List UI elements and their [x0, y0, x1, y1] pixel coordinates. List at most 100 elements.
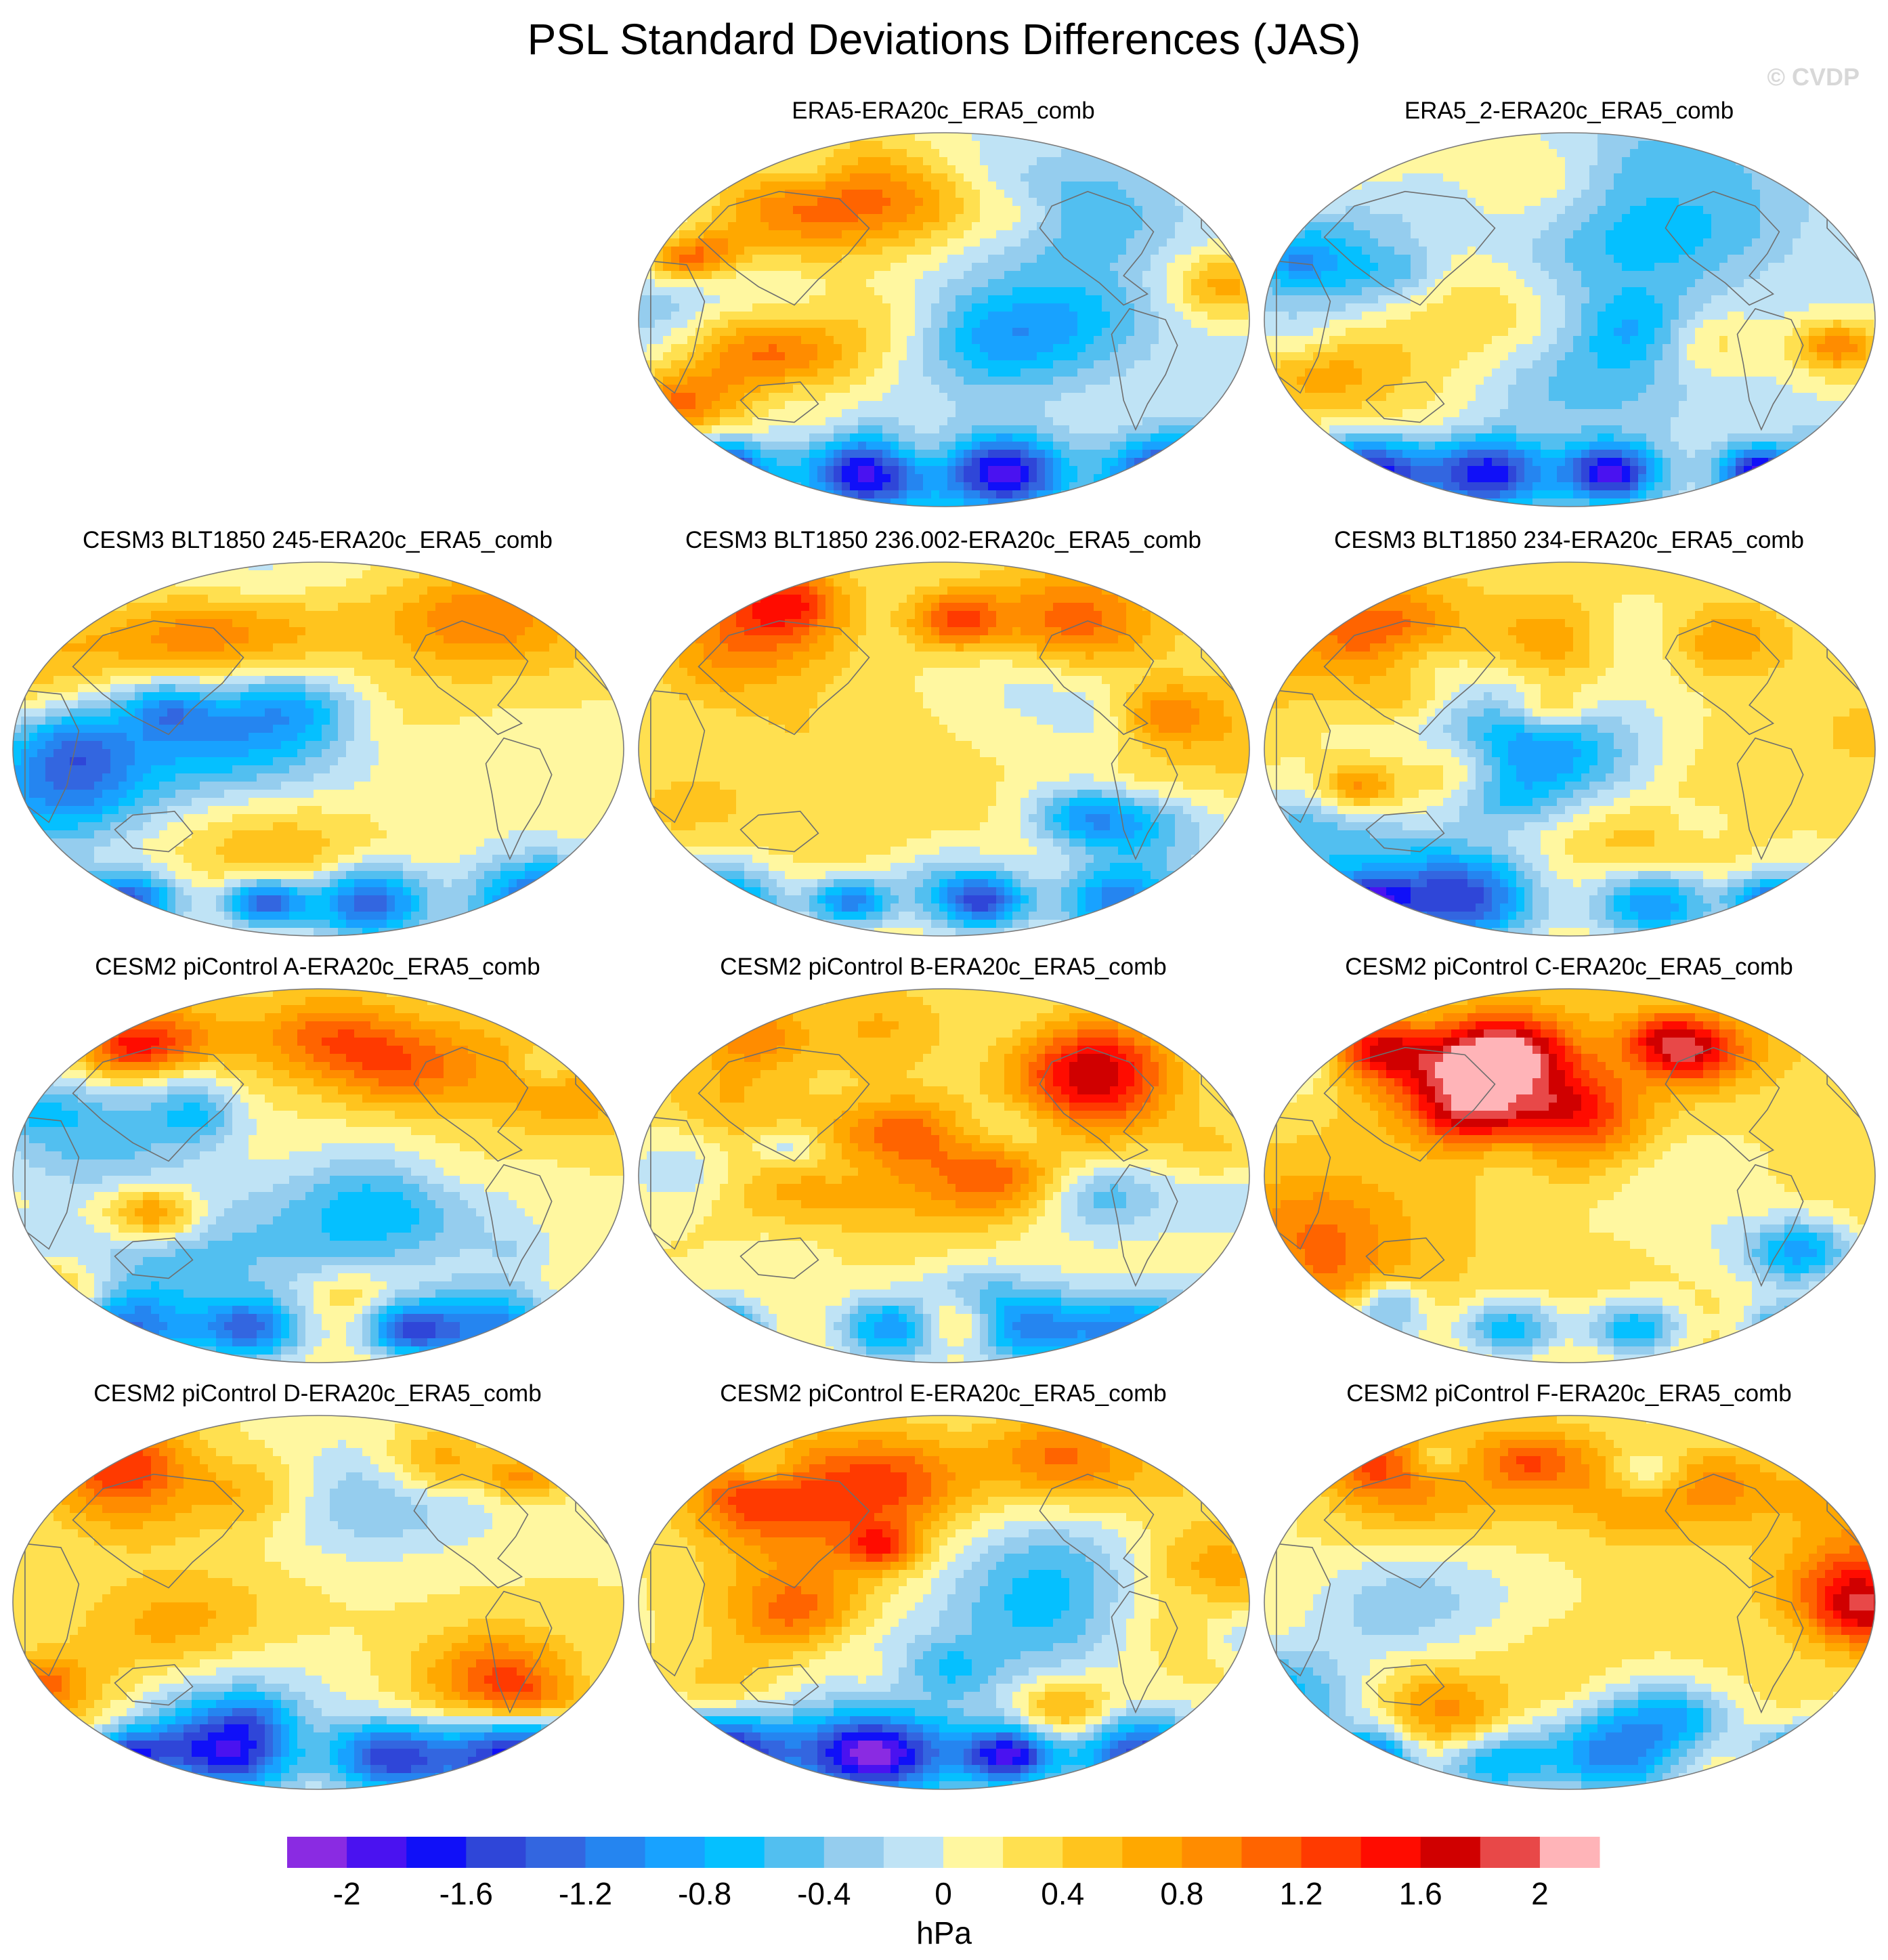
colorbar-swatch-16 — [1182, 1837, 1242, 1868]
panel-title-3: CESM3 BLT1850 245-ERA20c_ERA5_comb — [13, 526, 622, 555]
coastline-2 — [1665, 620, 1780, 736]
colorbar-tick-label: 1.6 — [1399, 1876, 1442, 1911]
map-panel-2 — [1264, 132, 1876, 507]
coastline-1 — [72, 1473, 244, 1589]
psl-field-7 — [639, 989, 1249, 1363]
psl-field-4 — [639, 562, 1249, 936]
map-panel-4 — [638, 561, 1250, 937]
colorbar-tick-label: 0.4 — [1041, 1876, 1084, 1911]
psl-field-11 — [1264, 1415, 1875, 1789]
map-border-5 — [1264, 561, 1876, 937]
coastline-4 — [739, 1237, 819, 1279]
colorbar-swatch-17 — [1241, 1837, 1302, 1868]
map-panel-3 — [12, 561, 624, 937]
coastline-2 — [1039, 190, 1155, 306]
coastline-1 — [698, 190, 870, 306]
panel-title-1: ERA5-ERA20c_ERA5_comb — [639, 96, 1248, 126]
colorbar-tick-label: -1.6 — [439, 1876, 493, 1911]
colorbar-unit: hPa — [0, 1914, 1888, 1952]
coastline-1 — [72, 620, 244, 736]
colorbar-tick-label: -0.4 — [797, 1876, 851, 1911]
coastline-1 — [1323, 190, 1496, 306]
colorbar-swatch-22 — [1539, 1837, 1600, 1868]
panel-title-9: CESM2 piControl D-ERA20c_ERA5_comb — [13, 1379, 622, 1409]
coastline-3 — [1111, 307, 1178, 431]
coastline-3 — [1736, 737, 1804, 861]
map-panel-9 — [12, 1415, 624, 1790]
map-border-4 — [638, 561, 1250, 937]
coastline-2 — [413, 1473, 529, 1589]
coastline-4 — [1365, 381, 1445, 423]
map-border-2 — [1264, 132, 1876, 507]
coastline-2 — [413, 620, 529, 736]
coastline-3 — [1111, 737, 1178, 861]
coastline-4 — [1365, 1664, 1445, 1706]
coastline-2 — [1665, 190, 1780, 306]
coastline-3 — [485, 1590, 553, 1714]
panel-title-4: CESM3 BLT1850 236.002-ERA20c_ERA5_comb — [639, 526, 1248, 555]
coastline-1 — [1323, 1046, 1496, 1162]
colorbar-swatch-20 — [1420, 1837, 1481, 1868]
coastline-4 — [114, 1237, 194, 1279]
psl-field-2 — [1264, 133, 1875, 507]
map-border-7 — [638, 988, 1250, 1363]
panel-title-7: CESM2 piControl B-ERA20c_ERA5_comb — [639, 952, 1248, 982]
colorbar-swatch-19 — [1360, 1837, 1421, 1868]
panel-title-10: CESM2 piControl E-ERA20c_ERA5_comb — [639, 1379, 1248, 1409]
colorbar-swatch-3 — [406, 1837, 467, 1868]
map-panel-1 — [638, 132, 1250, 507]
panel-title-8: CESM2 piControl C-ERA20c_ERA5_comb — [1264, 952, 1874, 982]
panel-title-5: CESM3 BLT1850 234-ERA20c_ERA5_comb — [1264, 526, 1874, 555]
cvdp-watermark: © CVDP — [1767, 62, 1860, 92]
map-panel-10 — [638, 1415, 1250, 1790]
map-border-11 — [1264, 1415, 1876, 1790]
coastline-4 — [114, 811, 194, 853]
psl-field-10 — [639, 1415, 1249, 1789]
colorbar-swatch-14 — [1063, 1837, 1123, 1868]
panel-title-11: CESM2 piControl F-ERA20c_ERA5_comb — [1264, 1379, 1874, 1409]
coastline-2 — [1039, 620, 1155, 736]
coastline-1 — [1323, 1473, 1496, 1589]
coastline-1 — [72, 1046, 244, 1162]
colorbar-swatch-2 — [347, 1837, 407, 1868]
colorbar-swatch-12 — [943, 1837, 1004, 1868]
colorbar-tick-label: 0 — [935, 1876, 952, 1911]
map-border-1 — [638, 132, 1250, 507]
map-panels — [12, 132, 1876, 1790]
coastline-3 — [1736, 1164, 1804, 1287]
coastline-2 — [1039, 1473, 1155, 1589]
coastline-3 — [485, 737, 553, 861]
psl-field-8 — [1264, 989, 1875, 1363]
coastline-1 — [698, 1046, 870, 1162]
colorbar-swatch-10 — [823, 1837, 884, 1868]
psl-field-6 — [13, 989, 624, 1363]
map-border-3 — [12, 561, 624, 937]
coastline-2 — [1665, 1046, 1780, 1162]
coastline-4 — [1365, 811, 1445, 853]
coastline-3 — [1736, 307, 1804, 431]
colorbar-swatch-6 — [585, 1837, 646, 1868]
coastline-4 — [739, 1664, 819, 1706]
coastline-4 — [114, 1664, 194, 1706]
colorbar-swatch-5 — [525, 1837, 586, 1868]
colorbar-swatch-7 — [645, 1837, 706, 1868]
panel-title-6: CESM2 piControl A-ERA20c_ERA5_comb — [13, 952, 622, 982]
coastline-3 — [1111, 1164, 1178, 1287]
psl-field-5 — [1264, 562, 1875, 936]
page-title: PSL Standard Deviations Differences (JAS… — [0, 12, 1888, 66]
map-panel-7 — [638, 988, 1250, 1363]
coastline-3 — [485, 1164, 553, 1287]
panel-title-2: ERA5_2-ERA20c_ERA5_comb — [1264, 96, 1874, 126]
coastline-2 — [1039, 1046, 1155, 1162]
map-border-10 — [638, 1415, 1250, 1790]
map-border-6 — [12, 988, 624, 1363]
colorbar-tick-label: -1.2 — [559, 1876, 612, 1911]
map-panel-8 — [1264, 988, 1876, 1363]
colorbar-swatch-13 — [1003, 1837, 1063, 1868]
coastline-1 — [1323, 620, 1496, 736]
map-panel-11 — [1264, 1415, 1876, 1790]
coastline-1 — [698, 1473, 870, 1589]
colorbar-swatch-9 — [764, 1837, 825, 1868]
map-border-9 — [12, 1415, 624, 1790]
